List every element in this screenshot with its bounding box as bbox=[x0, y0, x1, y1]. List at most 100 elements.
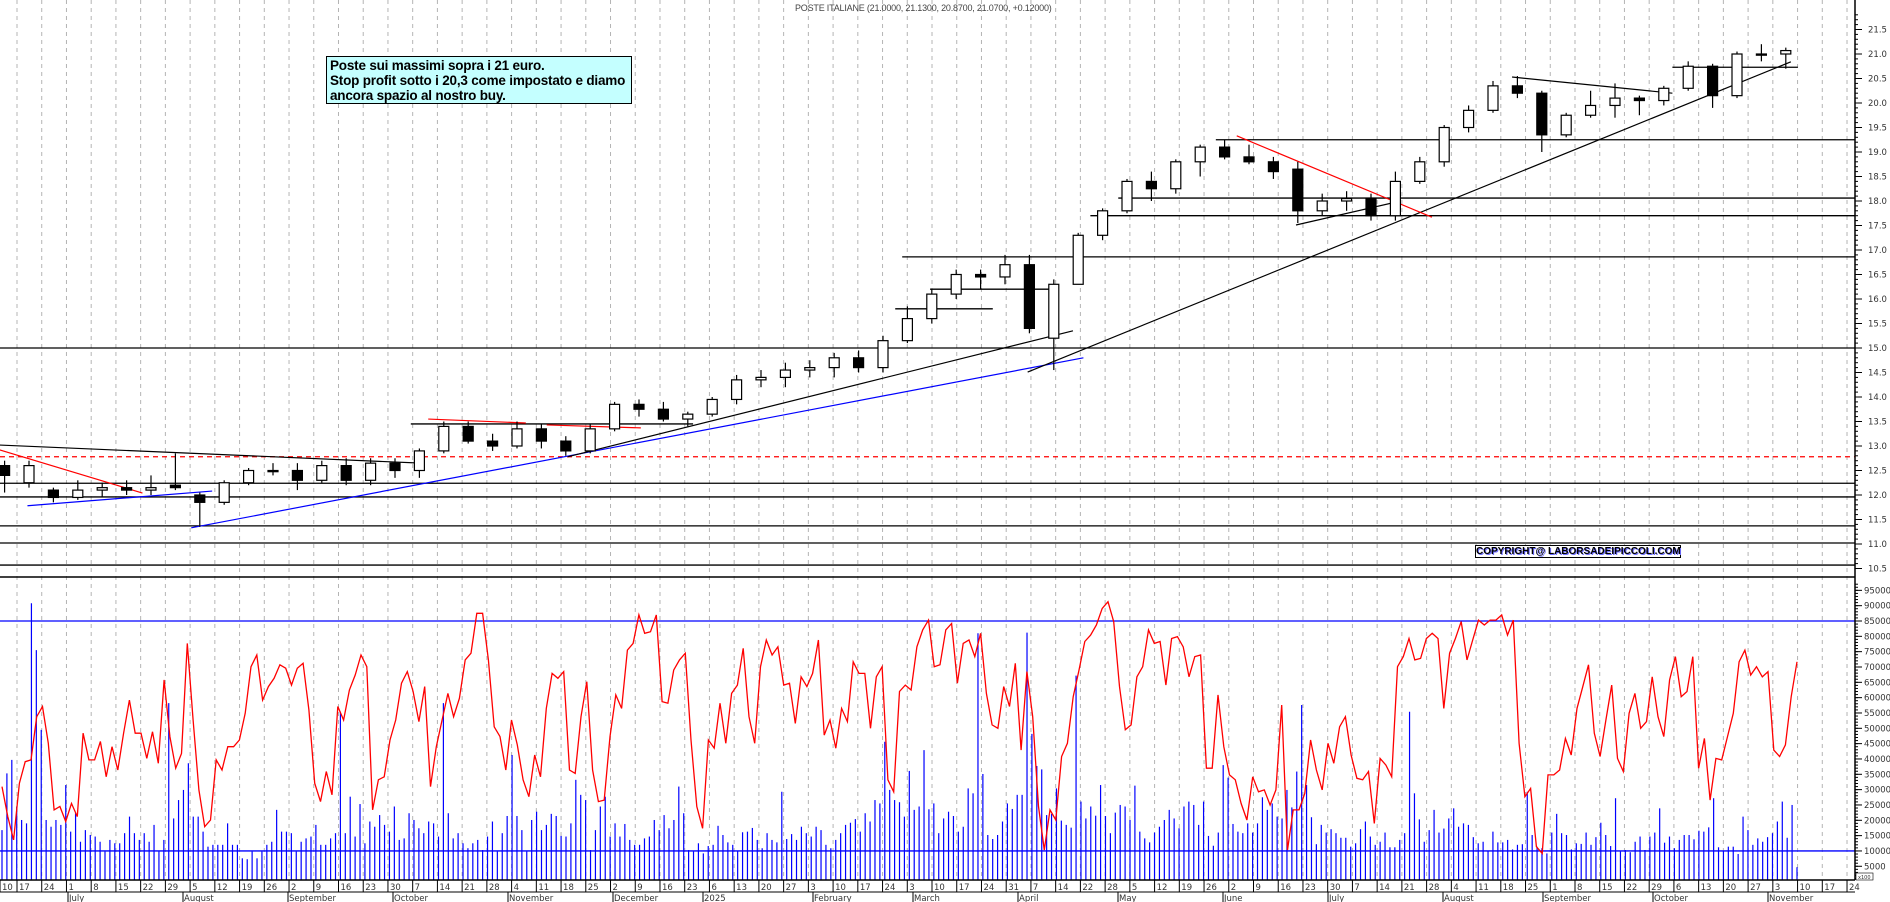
annotation-line: Poste sui massimi sopra i 21 euro. bbox=[330, 58, 545, 73]
month-label: July bbox=[1328, 894, 1344, 902]
bear-candle bbox=[974, 273, 987, 278]
x-tick-label: 15 bbox=[118, 883, 129, 893]
x-tick-label: 3 bbox=[810, 883, 815, 893]
x-tick-label: 11 bbox=[538, 883, 549, 893]
bull-candle bbox=[1121, 180, 1133, 212]
bear-candle bbox=[169, 484, 181, 489]
bull-candle bbox=[804, 367, 816, 371]
x-tick-label: 11 bbox=[1478, 883, 1489, 893]
x-tick-label: 13 bbox=[736, 883, 747, 893]
x-tick-label: 6 bbox=[711, 883, 716, 893]
x-tick-label: 25 bbox=[1528, 883, 1539, 893]
x-tick-label: 28 bbox=[1429, 883, 1440, 893]
x-tick-label: 27 bbox=[786, 883, 797, 893]
bull-candle bbox=[1731, 53, 1743, 97]
x-tick-label: 28 bbox=[489, 883, 500, 893]
bull-candle bbox=[1389, 180, 1402, 217]
black-trendline bbox=[1512, 76, 1673, 94]
price-tick-label: 11.0 bbox=[1868, 540, 1887, 550]
x-tick-label: 7 bbox=[415, 883, 420, 893]
volume-tick-label: 25000 bbox=[1864, 801, 1890, 811]
bull-candle bbox=[1170, 161, 1182, 190]
bull-candle bbox=[1048, 283, 1060, 339]
price-tick-label: 19.5 bbox=[1868, 124, 1887, 134]
volume-tick-label: 50000 bbox=[1864, 724, 1890, 734]
bull-candle bbox=[1560, 114, 1572, 136]
x-tick-label: 4 bbox=[514, 883, 519, 893]
bear-candle bbox=[462, 425, 474, 442]
volume-tick-label: 20000 bbox=[1864, 816, 1890, 826]
x-tick-label: 31 bbox=[1008, 883, 1019, 893]
x-tick-label: 26 bbox=[266, 883, 277, 893]
month-label: February bbox=[814, 894, 852, 902]
month-label: November bbox=[1769, 894, 1814, 902]
x-tick-label: 18 bbox=[563, 883, 574, 893]
annotation-line: Stop profit sotto i 20,3 come impostato … bbox=[330, 73, 626, 88]
month-label: November bbox=[509, 894, 554, 902]
x-tick-label: 8 bbox=[93, 883, 98, 893]
x-tick-label: 24 bbox=[983, 883, 994, 893]
price-tick-label: 16.5 bbox=[1868, 271, 1887, 281]
trendlines bbox=[0, 61, 1792, 529]
volume-tick-label: 65000 bbox=[1864, 678, 1890, 688]
volume-unit-label: x100 bbox=[1858, 875, 1871, 881]
price-tick-label: 13.5 bbox=[1868, 418, 1887, 428]
bear-candle bbox=[633, 403, 645, 410]
x-tick-label: 10 bbox=[835, 883, 846, 893]
price-tick-label: 12.0 bbox=[1868, 491, 1887, 501]
annotation-line: ancora spazio al nostro buy. bbox=[330, 88, 506, 103]
volume-tick-label: 60000 bbox=[1864, 694, 1890, 704]
bear-candle bbox=[120, 487, 133, 491]
bull-candle bbox=[950, 273, 962, 295]
bull-candle bbox=[1072, 234, 1084, 285]
x-tick-label: 19 bbox=[1181, 883, 1192, 893]
bull-candle bbox=[316, 465, 328, 481]
volume-tick-label: 15000 bbox=[1864, 832, 1890, 842]
x-tick-label: 24 bbox=[44, 883, 55, 893]
bull-candle bbox=[1316, 200, 1328, 212]
bull-candle bbox=[1609, 97, 1621, 107]
price-tick-label: 17.5 bbox=[1868, 222, 1887, 232]
x-tick-label: 21 bbox=[1404, 883, 1415, 893]
red-trendline bbox=[546, 424, 641, 429]
bull-candle bbox=[877, 340, 889, 369]
volume-tick-label: 55000 bbox=[1864, 709, 1890, 719]
black-trendline bbox=[1295, 200, 1401, 226]
x-tick-label: 17 bbox=[860, 883, 871, 893]
bull-candle bbox=[218, 482, 230, 503]
x-tick-label: 9 bbox=[637, 883, 642, 893]
x-tick-label: 3 bbox=[909, 883, 914, 893]
month-label: August bbox=[1444, 894, 1474, 902]
price-candles bbox=[0, 44, 1792, 527]
x-tick-label: 19 bbox=[242, 883, 253, 893]
volume-tick-label: 75000 bbox=[1864, 648, 1890, 658]
x-tick-label: 9 bbox=[316, 883, 321, 893]
x-tick-label: 23 bbox=[1305, 883, 1316, 893]
bull-candle bbox=[584, 428, 596, 452]
black-trendline bbox=[567, 330, 1074, 458]
x-tick-label: 30 bbox=[1330, 883, 1341, 893]
oscillator-line bbox=[1, 600, 1798, 856]
x-tick-label: 10 bbox=[934, 883, 945, 893]
month-label: September bbox=[1544, 894, 1591, 902]
blue-trendline bbox=[191, 357, 1084, 529]
x-tick-label: 16 bbox=[662, 883, 673, 893]
x-tick-label: 8 bbox=[1577, 883, 1582, 893]
bull-candle bbox=[1340, 197, 1353, 202]
black-trendline bbox=[1027, 61, 1792, 373]
x-tick-label: 23 bbox=[365, 883, 376, 893]
x-tick-label: 22 bbox=[1626, 883, 1637, 893]
bull-candle bbox=[1438, 126, 1450, 163]
x-tick-label: 1 bbox=[68, 883, 73, 893]
bull-candle bbox=[1414, 161, 1426, 183]
bull-candle bbox=[1584, 104, 1597, 116]
bear-candle bbox=[852, 357, 865, 369]
bull-candle bbox=[365, 462, 377, 481]
price-tick-label: 11.5 bbox=[1868, 516, 1887, 526]
x-tick-label: 24 bbox=[1849, 883, 1860, 893]
bear-candle bbox=[1511, 85, 1524, 94]
bull-candle bbox=[23, 465, 35, 484]
bear-candle bbox=[1292, 168, 1304, 212]
x-tick-label: 2 bbox=[1231, 883, 1236, 893]
